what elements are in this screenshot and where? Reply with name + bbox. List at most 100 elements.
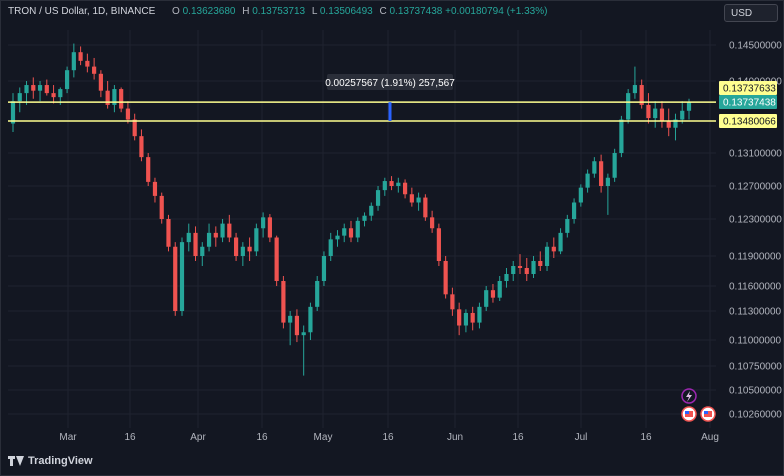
candle-body: [173, 246, 178, 311]
us-flag-icon: [700, 406, 716, 422]
time-axis-label: Jul: [575, 432, 588, 443]
candle-body: [213, 232, 218, 238]
candle-body: [578, 187, 583, 203]
candle-body: [51, 93, 56, 98]
candle-body: [267, 217, 272, 238]
time-axis-label: Jun: [447, 432, 463, 443]
currency-button[interactable]: USD: [724, 4, 778, 22]
low-value: 0.13506493: [319, 6, 373, 17]
candle-body: [119, 89, 124, 109]
close-value: 0.13737438: [389, 6, 443, 17]
candle-body: [612, 153, 617, 178]
measure-tooltip-box: [327, 74, 453, 90]
footer-branding: TradingView: [8, 455, 93, 467]
candle-body: [423, 197, 428, 218]
candle-body: [402, 182, 408, 195]
price-tag-box: [719, 95, 777, 109]
candle-body: [152, 181, 158, 196]
time-axis-label: 16: [124, 432, 136, 443]
time-axis-label: Apr: [190, 432, 206, 443]
candle-body: [308, 306, 313, 333]
candle-body: [44, 85, 49, 94]
candle-body: [315, 281, 320, 307]
candle-body: [477, 306, 482, 323]
price-axis-label: 0.12700000: [729, 182, 782, 193]
candle-body: [653, 108, 658, 119]
candle-body: [490, 290, 496, 298]
lightning-icon-ring: [681, 388, 697, 404]
lightning-icon-bolt: [686, 391, 692, 402]
candle-body: [626, 93, 631, 120]
candle-body: [369, 205, 374, 216]
candle-body: [558, 232, 563, 252]
candle-body: [443, 261, 448, 295]
candle-body: [430, 217, 435, 229]
candle-body: [132, 119, 137, 137]
candle-body: [288, 315, 293, 323]
time-axis-label: 16: [256, 432, 268, 443]
price-axis-label: 0.13100000: [729, 149, 782, 160]
time-axis-label: May: [314, 432, 333, 443]
candle-body: [592, 161, 597, 174]
candle-body: [31, 85, 36, 91]
candle-body: [58, 89, 63, 98]
candle-body: [531, 261, 536, 274]
price-axis-label: 0.11300000: [729, 307, 782, 318]
candle-body: [125, 108, 131, 120]
candle-body: [179, 242, 185, 311]
candle-body: [64, 70, 70, 90]
price-axis-label: 0.14500000: [729, 41, 782, 52]
candle-body: [544, 246, 550, 266]
candle-body: [254, 228, 259, 252]
time-axis-label: 16: [640, 432, 652, 443]
candle-body: [37, 85, 43, 91]
candle-body: [92, 66, 97, 74]
candle-body: [416, 197, 421, 203]
candle-body: [396, 182, 401, 186]
candle-body: [504, 274, 509, 281]
candle-body: [409, 194, 414, 203]
candle-body: [599, 161, 604, 186]
price-axis-label: 0.10260000: [729, 410, 782, 421]
candle-body: [463, 312, 469, 326]
candle-body: [186, 232, 191, 243]
candle-body: [247, 246, 252, 252]
candle-body: [457, 309, 462, 326]
candle-body: [328, 239, 333, 256]
candle-body: [227, 223, 232, 238]
price-tag-label: 0.13737633: [723, 84, 776, 95]
candle-body: [159, 195, 164, 219]
candle-body: [342, 228, 347, 236]
high-label: H: [242, 6, 250, 17]
candle-body: [85, 60, 90, 67]
candle-body: [193, 232, 198, 256]
flag-icon-canton: [704, 411, 708, 414]
candle-body: [166, 219, 171, 247]
price-axis-label: 0.10500000: [729, 386, 782, 397]
us-flag-icon: [681, 406, 697, 422]
symbol-title[interactable]: TRON / US Dollar, 1D, BINANCE: [8, 6, 156, 17]
candle-body: [348, 228, 354, 238]
candle-body: [17, 93, 22, 102]
candle-body: [78, 52, 83, 61]
candle-body: [436, 228, 441, 261]
candle-body: [450, 294, 455, 310]
price-axis-label: 0.11600000: [729, 282, 782, 293]
candle-body: [335, 235, 340, 240]
candle-body: [639, 85, 644, 105]
candle-body: [484, 290, 489, 307]
candle-body: [511, 266, 516, 274]
candle-body: [680, 110, 685, 120]
candle-body: [389, 181, 394, 186]
price-axis-label: 0.12300000: [729, 215, 782, 226]
low-label: L: [311, 6, 318, 17]
candle-body: [281, 281, 286, 323]
candle-body: [551, 246, 556, 252]
time-axis-label: Aug: [701, 432, 719, 443]
candle-body: [71, 52, 76, 71]
open-value: 0.13623680: [182, 6, 236, 17]
measure-tooltip: 0.00257567 (1.91%) 257,567: [325, 74, 455, 90]
change-value: +0.00180794 (+1.33%): [445, 6, 548, 17]
high-value: 0.13753713: [252, 6, 306, 17]
